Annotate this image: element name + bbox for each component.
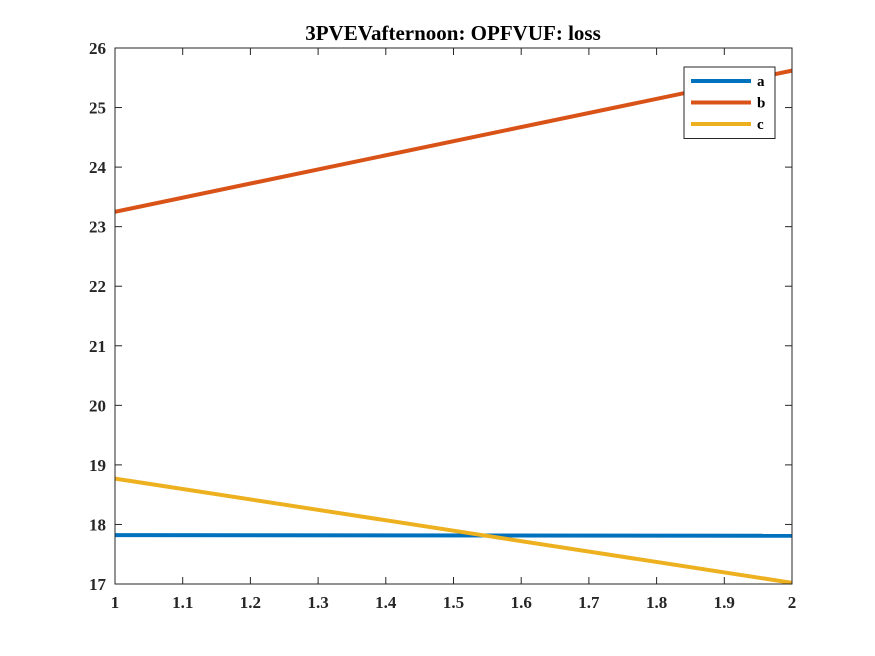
x-tick-label: 2 bbox=[788, 593, 797, 612]
y-tick-label: 26 bbox=[89, 39, 106, 58]
axes-ticks: 1 1.1 1.2 1.3 1.4 1.5 1.6 1.7 1.8 1.9 2 17 18 19 20 21 2… bbox=[89, 39, 796, 612]
series-line-a bbox=[114, 533, 793, 538]
legend-label-b: b bbox=[757, 96, 765, 112]
chart-title: 3PVEVafternoon: OPFVUF: loss bbox=[305, 21, 601, 45]
x-tick-label: 1.9 bbox=[714, 593, 735, 612]
x-tick-label: 1.7 bbox=[578, 593, 600, 612]
plot-frame bbox=[114, 47, 793, 585]
x-tick-label: 1.2 bbox=[240, 593, 261, 612]
y-tick-label: 19 bbox=[89, 456, 106, 475]
x-tick-label: 1.5 bbox=[443, 593, 464, 612]
legend-label-c: c bbox=[757, 117, 764, 133]
y-tick-label: 25 bbox=[89, 99, 106, 118]
y-tick-label: 24 bbox=[89, 158, 107, 177]
x-tick-label: 1.1 bbox=[172, 593, 193, 612]
x-tick-label: 1.6 bbox=[511, 593, 532, 612]
y-tick-label: 23 bbox=[89, 218, 106, 237]
y-tick-label: 20 bbox=[89, 396, 106, 415]
legend-label-a: a bbox=[757, 74, 765, 90]
x-tick-label: 1.8 bbox=[646, 593, 667, 612]
legend: abc bbox=[683, 66, 776, 139]
series-lines bbox=[114, 68, 793, 585]
series-line-b bbox=[114, 68, 793, 214]
x-tick-label: 1 bbox=[111, 593, 120, 612]
x-tick-label: 1.4 bbox=[375, 593, 397, 612]
y-tick-label: 18 bbox=[89, 515, 106, 534]
y-tick-label: 21 bbox=[89, 337, 106, 356]
series-line-c bbox=[114, 476, 793, 585]
y-tick-label: 17 bbox=[89, 575, 107, 594]
y-tick-label: 22 bbox=[89, 277, 106, 296]
x-tick-label: 1.3 bbox=[307, 593, 328, 612]
